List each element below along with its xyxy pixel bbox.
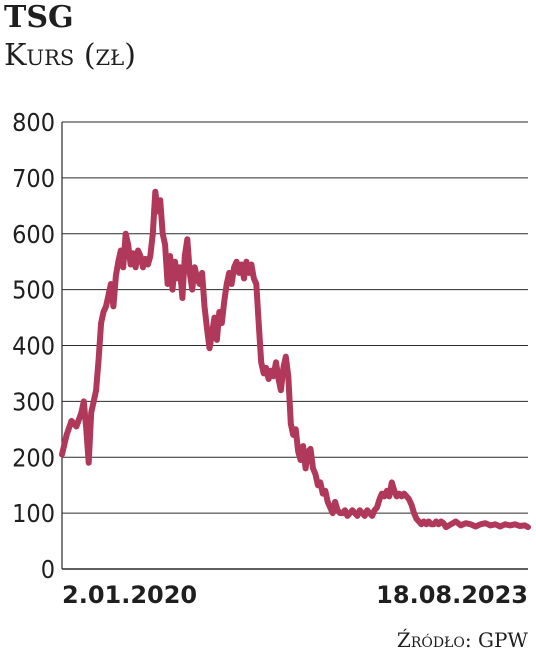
x-axis-tick-labels: 2.01.2020 18.08.2023 (62, 581, 528, 609)
series-layer (59, 188, 531, 531)
chart-title: TSG (4, 0, 74, 35)
x-tick-label-start: 2.01.2020 (62, 581, 197, 609)
y-tick-label: 800 (12, 108, 55, 137)
y-tick-label: 600 (12, 220, 55, 249)
x-tick-label-end: 18.08.2023 (376, 581, 528, 609)
y-tick-label: 0 (41, 555, 55, 584)
y-tick-label: 300 (12, 387, 55, 416)
y-axis-tick-labels: 0 100 200 300 400 500 600 700 800 (12, 108, 55, 584)
series-line-0 (59, 188, 531, 531)
chart-grid (61, 121, 528, 570)
chart-subtitle: Kurs (zł) (4, 38, 136, 73)
y-tick-label: 200 (12, 443, 55, 472)
y-tick-label: 700 (12, 164, 55, 193)
y-tick-label: 100 (12, 499, 55, 528)
y-tick-label: 500 (12, 276, 55, 305)
source-note: Źródło: GPW (396, 628, 528, 652)
y-tick-label: 400 (12, 332, 55, 361)
